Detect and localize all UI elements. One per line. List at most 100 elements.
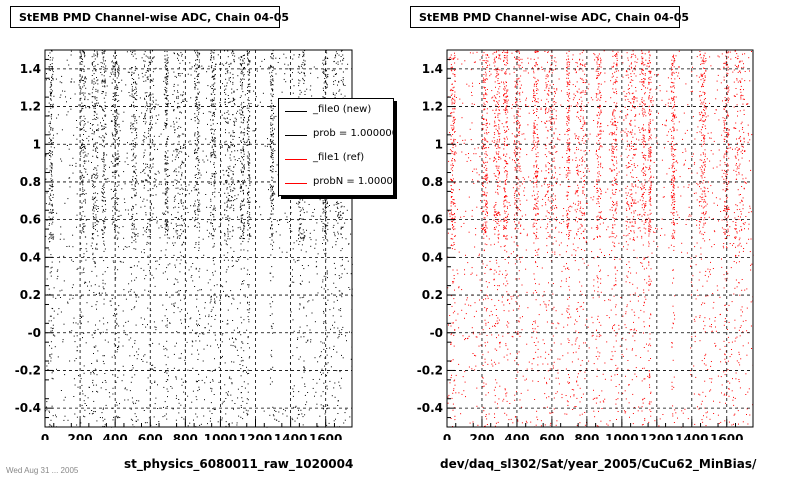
data-point [247,258,249,260]
data-point [228,63,230,65]
data-point [51,171,52,173]
data-point [114,71,116,73]
data-point [133,240,135,242]
data-point [225,243,227,245]
data-point [171,214,172,216]
data-point [322,243,323,244]
data-point [85,168,87,170]
data-point [213,76,215,78]
data-point [117,87,119,89]
data-point [247,125,249,127]
data-point [50,66,52,67]
data-point [51,139,52,141]
data-point [125,298,127,300]
data-point [131,73,133,75]
data-point [227,123,229,124]
data-point [113,171,115,173]
data-point [171,160,173,162]
data-point [51,76,52,78]
data-point [101,93,103,94]
data-point [194,135,196,137]
data-point [240,203,242,205]
data-point [178,141,180,143]
data-point [113,221,115,223]
data-point [282,413,284,415]
data-point [270,166,271,168]
data-point [183,81,185,83]
data-point [134,166,136,168]
data-point [101,107,103,109]
data-point [175,291,177,293]
data-point [96,208,97,210]
data-point [116,94,117,96]
data-point [165,123,167,124]
data-point [88,289,90,291]
data-point [241,397,243,399]
data-point [227,70,229,72]
data-point [166,224,168,226]
data-point [325,207,327,208]
data-point [213,205,215,207]
data-point [303,72,305,74]
data-point [86,155,88,157]
data-point [242,240,244,242]
data-point [214,182,216,184]
data-point [87,153,89,155]
data-point [324,73,326,75]
data-point [241,88,243,90]
data-point [94,261,96,263]
data-point [322,230,324,232]
data-point [111,105,113,106]
data-point [323,210,325,212]
data-point [157,148,158,150]
data-point [241,70,243,72]
data-point [132,346,133,348]
data-point [103,221,105,223]
data-point [52,77,54,79]
data-point [167,138,169,140]
data-point [299,303,301,305]
data-point [102,408,104,410]
data-point [132,401,134,403]
data-point [270,115,272,117]
data-point [146,422,148,424]
data-point [222,355,223,357]
data-point [52,186,54,187]
data-point [223,174,225,176]
data-point [164,193,166,195]
data-point [269,272,271,274]
data-point [178,55,180,57]
data-point [239,81,241,83]
data-point [95,369,97,371]
data-point [212,192,214,193]
data-point [164,254,166,256]
data-point [214,78,216,80]
data-point [154,367,156,369]
data-point [218,192,220,193]
data-point [202,67,204,69]
data-point [180,148,182,149]
data-point [181,73,183,74]
data-point [240,243,242,245]
data-point [129,355,131,357]
data-point [94,112,96,114]
data-point [194,153,195,154]
data-point [242,214,244,216]
data-point [282,195,284,197]
data-point [60,233,62,235]
data-point [199,177,201,179]
data-point [343,212,344,214]
data-point [322,62,324,64]
data-point [214,145,216,147]
data-point [323,82,325,84]
data-point [81,77,83,78]
data-point [242,365,244,367]
data-point [211,175,213,177]
data-point [244,225,246,227]
data-point [342,79,344,81]
data-point [243,150,244,152]
data-point [180,94,182,96]
data-point [212,140,214,141]
data-point [206,171,207,173]
data-point [326,363,328,365]
